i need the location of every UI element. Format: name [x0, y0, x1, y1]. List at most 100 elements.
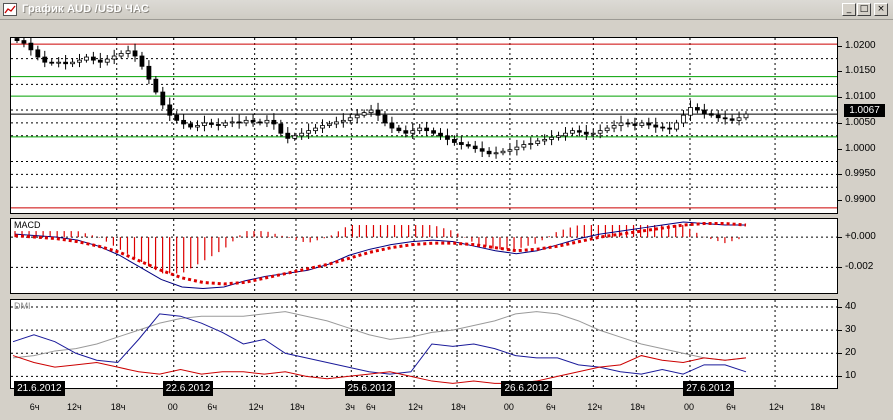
candle: [257, 118, 263, 126]
candle-body: [583, 131, 589, 135]
chart-app-icon: [3, 3, 17, 16]
window-title: График AUD /USD ЧАС: [22, 3, 149, 15]
candle-body: [333, 121, 339, 125]
candle-body: [174, 114, 180, 121]
dmi-tick-mark: [838, 353, 842, 355]
candle: [167, 97, 173, 121]
date-label: 25.6.2012: [344, 381, 396, 396]
candle-body: [320, 125, 325, 129]
candle-body: [389, 122, 395, 129]
candle-body: [486, 150, 492, 155]
candle: [535, 137, 541, 146]
candle: [368, 104, 374, 117]
candle-body: [354, 114, 360, 119]
close-button[interactable]: ×: [874, 3, 888, 16]
candle-body: [340, 119, 346, 123]
macd-tick-mark: [838, 237, 842, 239]
candle: [514, 139, 520, 156]
candle: [49, 59, 55, 66]
candle: [507, 144, 513, 156]
candle: [236, 114, 242, 129]
candle: [708, 110, 714, 118]
candle-body: [701, 109, 707, 115]
dmi-pane[interactable]: DMI: [10, 299, 838, 389]
hour-label: 6ч: [365, 402, 376, 412]
hour-label: 18ч: [110, 402, 126, 412]
minus-di-line: [12, 355, 747, 384]
candle: [611, 120, 617, 133]
date-label: 21.6.2012: [14, 381, 65, 396]
macd-chart: [11, 219, 837, 293]
price-tick-label: 1.0100: [845, 91, 876, 103]
macd-scale: +0.000 -0.002: [838, 218, 893, 294]
candle-body: [729, 118, 735, 121]
date-label: 26.6.2012: [501, 381, 552, 396]
dmi-tick-mark: [838, 376, 842, 378]
macd-pane[interactable]: MACD: [10, 218, 838, 294]
candle-body: [35, 49, 41, 58]
hour-label: 6ч: [29, 402, 40, 412]
current-price-label: 1.0067: [844, 104, 885, 117]
candle-body: [153, 78, 159, 93]
candle: [382, 111, 388, 127]
candle-body: [375, 109, 381, 116]
candle-body: [139, 55, 145, 67]
candle: [333, 116, 339, 129]
candle-body: [125, 50, 131, 54]
price-tick-label: 1.0200: [845, 39, 876, 51]
candle: [188, 120, 193, 130]
price-tick-mark: [838, 200, 842, 202]
candle: [313, 123, 318, 134]
candle: [125, 45, 131, 58]
candle: [208, 118, 214, 128]
candle-body: [195, 125, 200, 128]
minimize-button[interactable]: _: [842, 3, 856, 16]
candle-body: [202, 122, 207, 126]
candle-body: [49, 61, 55, 64]
candle-body: [695, 107, 700, 111]
hour-label: 12ч: [66, 402, 82, 412]
candle: [625, 118, 631, 128]
title-bar[interactable]: График AUD /USD ЧАС _ □ ×: [0, 0, 893, 20]
candle-body: [63, 61, 68, 65]
candle-body: [465, 144, 471, 147]
candle: [549, 130, 554, 146]
macd-tick-mark: [838, 267, 842, 269]
candle: [743, 111, 749, 121]
candle: [118, 50, 124, 59]
hour-label: 00: [167, 402, 178, 412]
candle-body: [493, 152, 499, 155]
candle-body: [292, 135, 298, 139]
price-chart-pane[interactable]: [10, 37, 838, 214]
candle: [389, 116, 395, 134]
candle-body: [563, 132, 568, 137]
candle: [500, 148, 506, 156]
candle-body: [368, 109, 374, 114]
candle-body: [688, 107, 693, 116]
dmi-tick-mark: [838, 306, 842, 308]
candle-body: [208, 122, 214, 125]
candle: [250, 114, 256, 127]
candle-body: [236, 121, 242, 124]
candle: [111, 49, 117, 65]
candle: [340, 113, 346, 128]
candle: [576, 125, 582, 137]
candle: [28, 38, 34, 56]
candle: [465, 141, 471, 149]
candle-body: [382, 114, 388, 124]
candle: [521, 140, 527, 151]
candle-body: [90, 56, 96, 61]
candle-body: [28, 42, 34, 51]
maximize-button[interactable]: □: [857, 3, 871, 16]
candle: [264, 115, 270, 128]
candle: [486, 147, 492, 158]
candle-body: [611, 125, 617, 129]
candle: [146, 60, 152, 85]
candle: [243, 116, 249, 127]
candle: [632, 117, 638, 131]
candle: [361, 109, 367, 118]
candle-body: [278, 123, 284, 134]
hour-label: 18ч: [810, 402, 826, 412]
candle-body: [604, 127, 610, 132]
candle: [695, 103, 700, 114]
